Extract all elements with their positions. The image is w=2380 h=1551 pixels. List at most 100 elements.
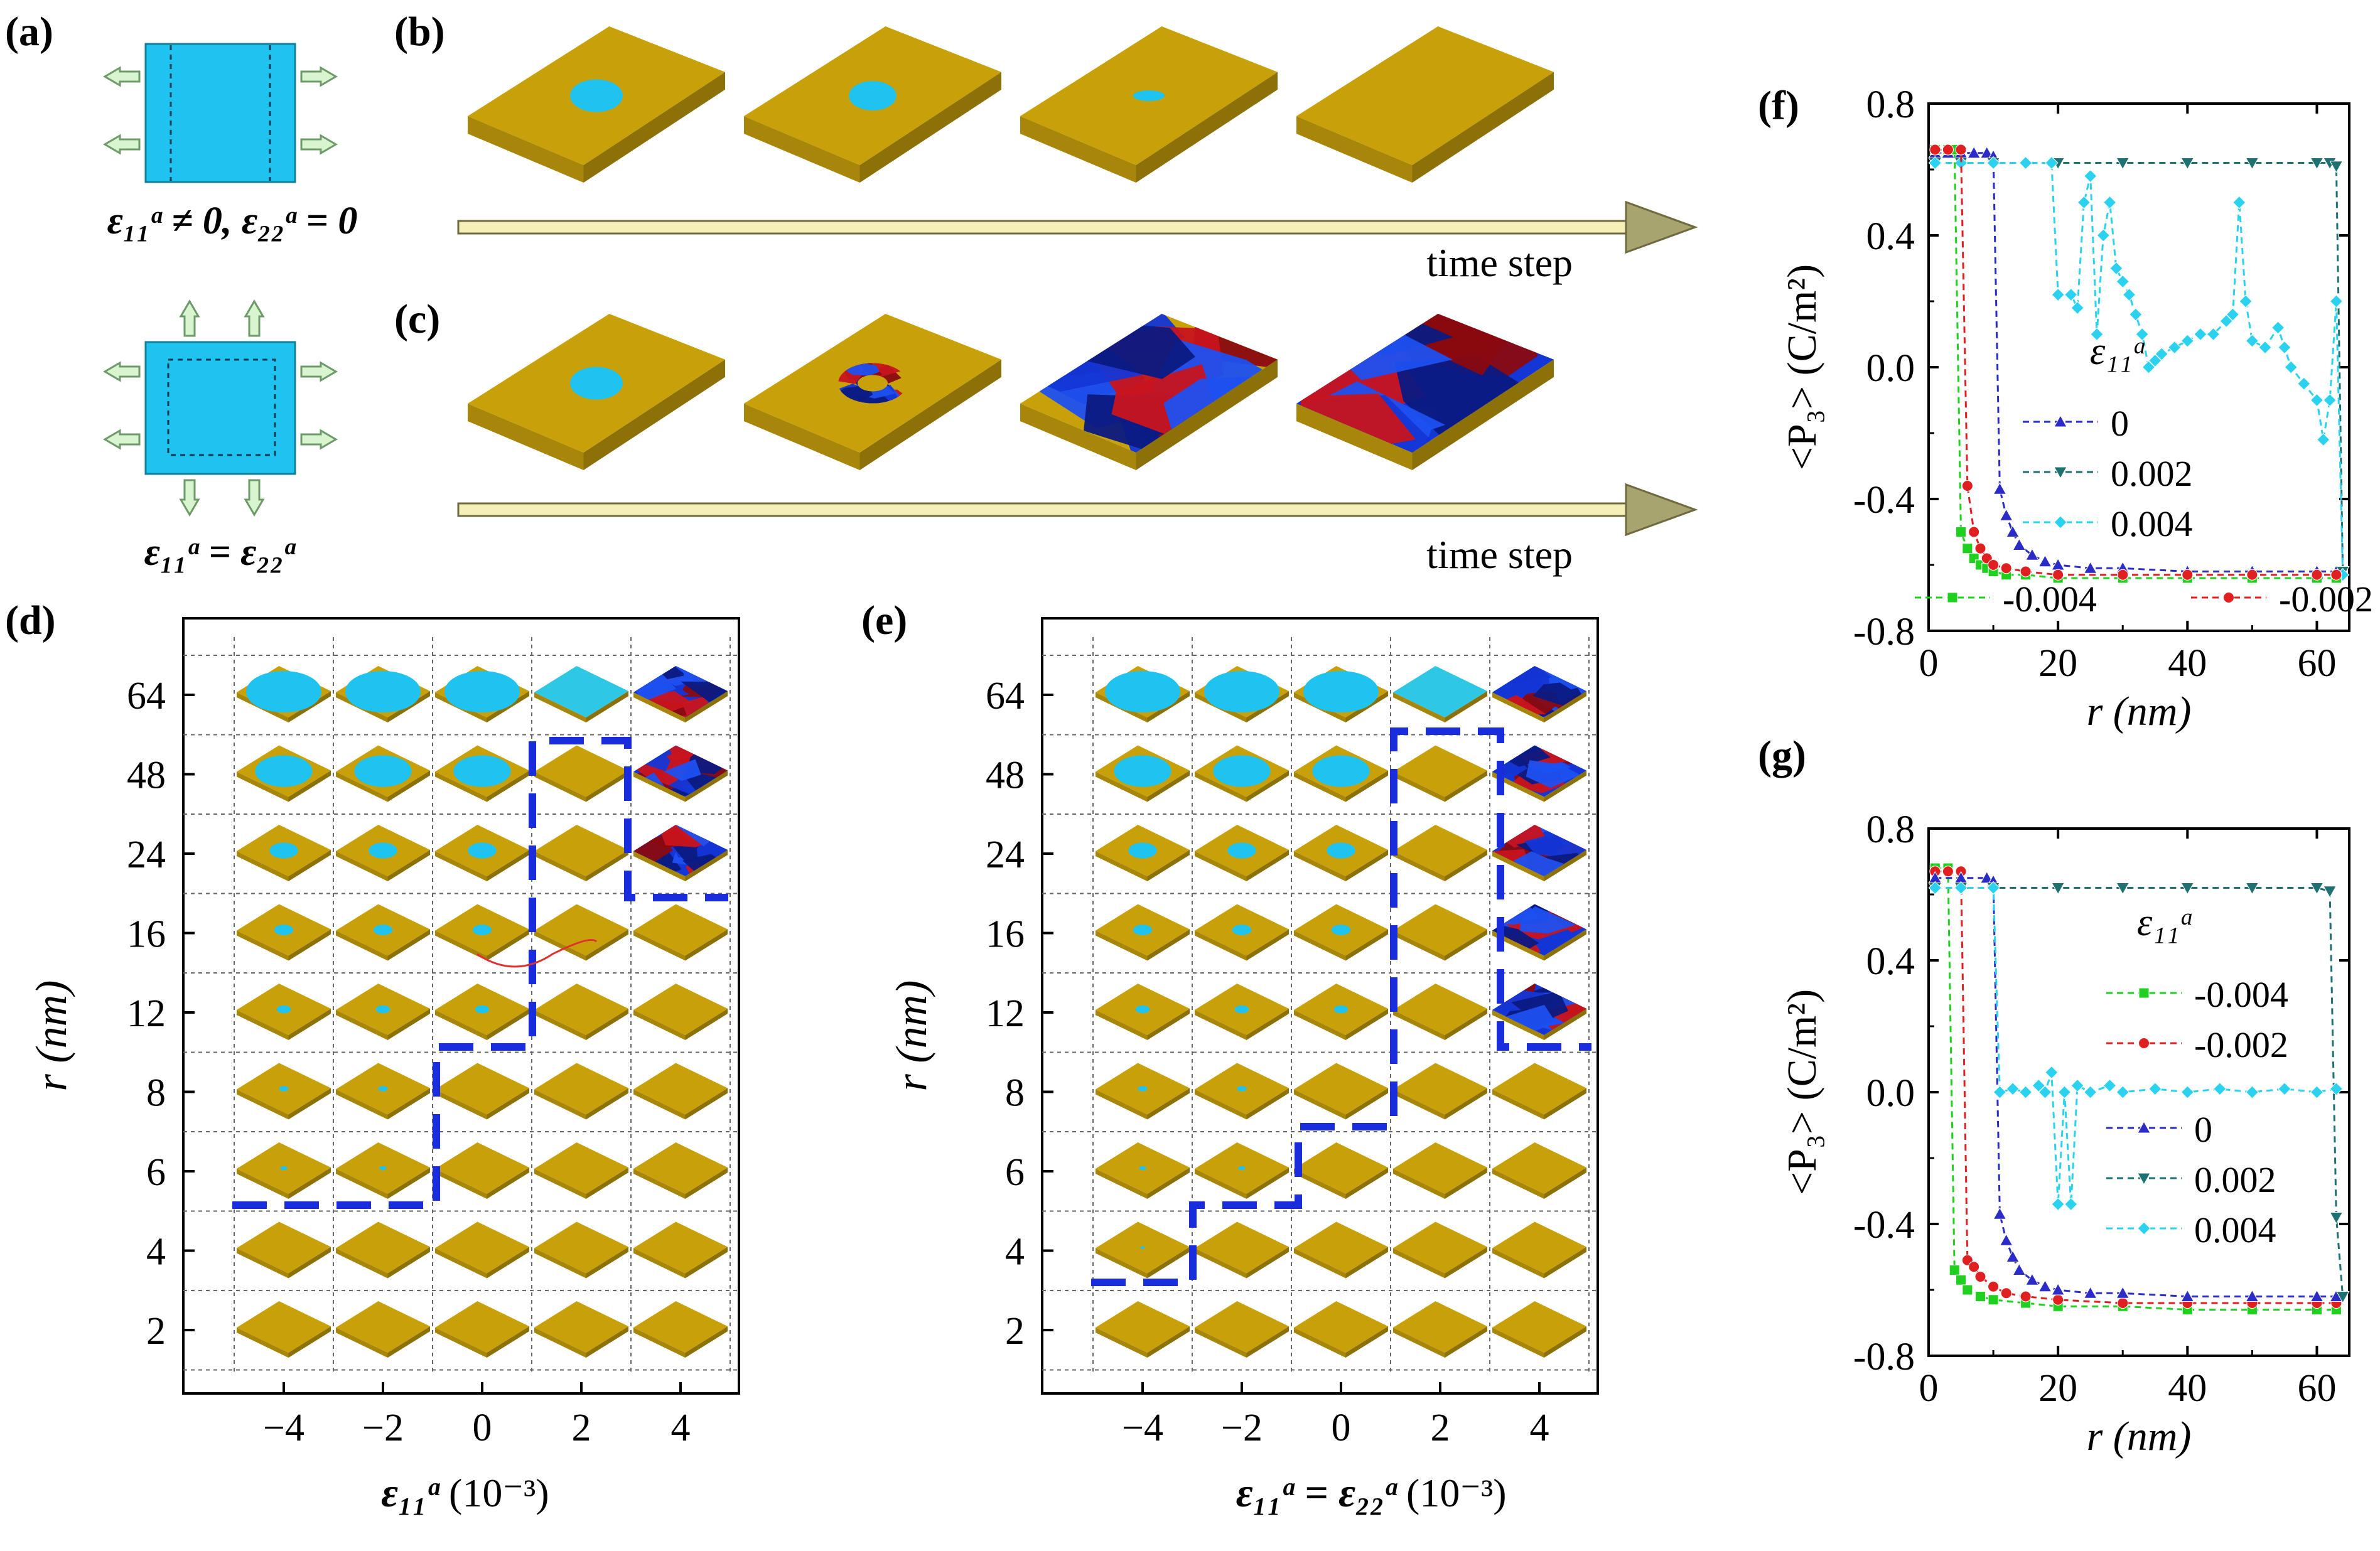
panel-f-chart: 0 20 40 60 -0.8 -0.4 0.0 0.4 0.8 r (nm) <P₃> (C/m²… [1779,83,2373,734]
tile-side [288,770,331,802]
data-point [2239,294,2253,308]
data-point [2116,158,2130,170]
data-point [1928,156,1942,170]
film-square-uniaxial [144,43,296,183]
data-point [2018,1085,2033,1099]
tile-side [1294,771,1346,802]
panel-label-c: (c) [394,296,440,342]
y-tick-label: 12 [986,992,1025,1035]
legend-label: 0.004 [2194,1210,2276,1250]
tile-side [534,1010,586,1040]
data-point [2311,569,2323,581]
data-point [1961,480,1973,491]
tile-side [586,929,628,961]
panel-g-chart: 0 20 40 60 -0.8 -0.4 0.0 0.4 0.8 r (nm) <P₃> (C/m²… [1779,808,2350,1459]
tile-top [1195,1301,1289,1353]
tile-top [435,1221,529,1274]
slab-c-1-side-right [583,359,725,470]
tile-side [435,1089,487,1120]
tile-side [336,851,388,881]
series-line [1935,870,2337,1304]
tile-side [1492,1089,1544,1120]
polar-nucleus [453,755,511,787]
tile-side [1246,1088,1289,1120]
tile-top [534,904,628,956]
x-tick-label: 40 [2168,1367,2207,1410]
tile-top [534,745,628,797]
phase-boundary [1091,727,1591,1286]
data-point [1929,144,1941,156]
polar-nucleus [1312,755,1370,787]
tile-top [534,984,628,1035]
data-point [2310,393,2324,407]
data-point [2020,1291,2032,1302]
data-point [2232,195,2246,210]
data-point [2137,1221,2151,1235]
polar-nucleus [1232,925,1252,935]
tile-side [1393,1089,1445,1120]
tile-side [1345,1088,1388,1120]
data-point [2096,228,2111,242]
data-point [1968,526,1980,538]
legend-label: 0 [2111,403,2129,444]
data-point [2057,1085,2072,1099]
tile-side [1246,1247,1289,1279]
tile-top [435,1063,529,1115]
data-point [2245,883,2259,895]
tile-side [1195,1089,1247,1120]
data-point [2083,1286,2097,1299]
y-tick-label: 2 [1005,1310,1025,1353]
data-point [1986,881,2000,895]
polar-nucleus [1234,1005,1249,1014]
polar-nucleus [1140,1246,1145,1249]
data-point [1993,1207,2007,1220]
data-point [1956,527,1967,537]
tile-side [1096,1089,1148,1120]
strain-arrow-up-icon [244,299,265,337]
data-point [2116,883,2130,895]
tile-top [534,1063,628,1115]
polar-nucleus [1135,1005,1150,1014]
tile-side [1393,930,1445,961]
tile-side [1195,930,1247,961]
tile-side [487,850,529,881]
data-point [2317,432,2330,447]
tile-top [1195,1221,1289,1274]
y-tick-label: 2 [146,1310,166,1353]
data-point [2038,1279,2052,1292]
tile-side [487,1167,529,1199]
polar-nucleus [849,81,897,110]
data-point [2278,1082,2291,1096]
data-point [2141,360,2156,374]
tile-side [336,1089,388,1120]
tile-top [1492,1221,1586,1274]
y-tick-label: -0.4 [1853,479,1915,522]
tile-top [1393,745,1487,797]
y-tick-label: 6 [146,1151,166,1194]
tile-side [288,850,331,881]
data-point [2310,1085,2324,1099]
tile-side [435,1248,487,1279]
data-point [2245,1085,2259,1099]
tile-side [633,930,686,961]
tile-side [487,691,529,722]
polar-nucleus [280,1166,288,1171]
tile-side [1294,851,1346,881]
tile-side [1445,850,1487,881]
red-path-marker [477,939,598,968]
tile-side [1096,1328,1148,1358]
data-point [2070,301,2084,315]
y-tick-label: 0.8 [1866,808,1915,851]
polar-nucleus [570,367,623,400]
x-tick-label: 60 [2297,642,2336,685]
tile-side [1445,929,1487,961]
tile-side [633,1010,686,1040]
tile-top [1393,904,1487,956]
data-point [2051,287,2065,302]
tile-side [1246,850,1289,881]
tile-side [1445,1009,1487,1040]
tile-top [1393,1063,1487,1115]
tile-side [534,1089,586,1120]
tile-side [1393,771,1445,802]
tile-top [336,1301,430,1353]
